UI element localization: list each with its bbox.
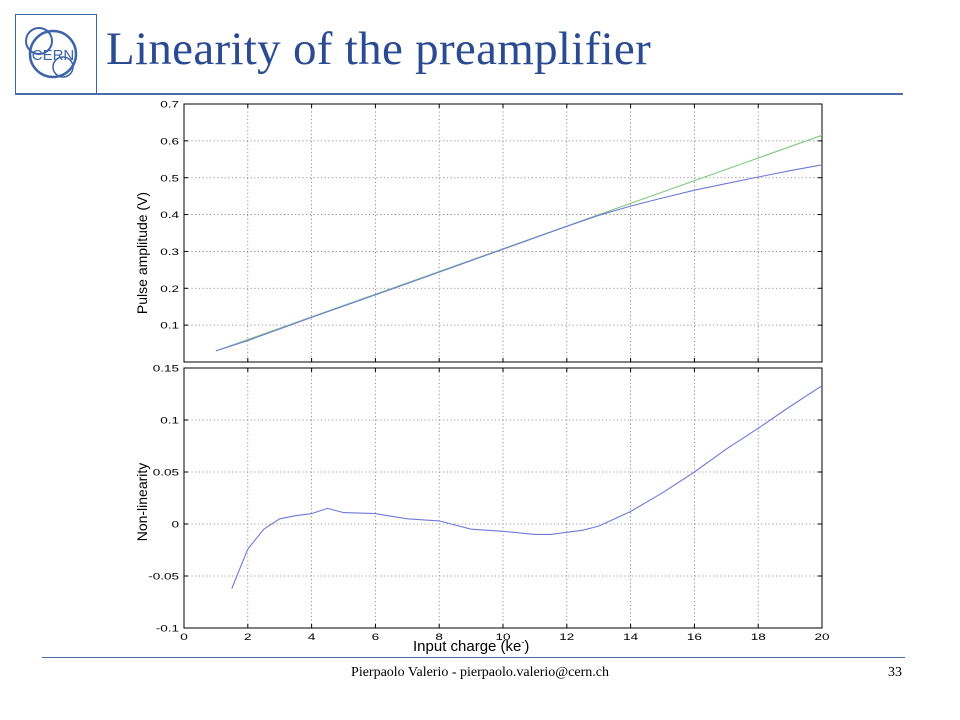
y-tick-label: 0.4 xyxy=(160,211,179,220)
series-line-non-linearity xyxy=(231,385,823,589)
y-axis-label-non-linearity: Non-linearity xyxy=(134,462,150,542)
x-tick-label: 0 xyxy=(180,633,188,642)
non-linearity-panel: 0 2 4 6 8 10 12 14 16 18 20 -0.1 -0.05 0 0.05 0.1 0.15 xyxy=(148,365,829,643)
x-tick-label: 14 xyxy=(623,633,639,642)
y-tick-label: -0.05 xyxy=(148,573,179,582)
x-tick-label: 4 xyxy=(308,633,316,642)
x-tick-label: 2 xyxy=(244,633,252,642)
y-tick-label: 0 xyxy=(171,521,179,530)
y-tick-label: 0.2 xyxy=(160,285,179,294)
y-tick-label: 0.05 xyxy=(153,469,179,478)
pulse-amplitude-panel: 0.1 0.2 0.3 0.4 0.5 0.6 0.7 xyxy=(160,101,823,363)
x-tick-label: 6 xyxy=(372,633,380,642)
y-tick-label: 0.6 xyxy=(160,137,179,146)
y-tick-label: 0.15 xyxy=(153,365,179,374)
linearity-chart: 0.1 0.2 0.3 0.4 0.5 0.6 0.7 0 2 4 6 8 10 12 14 16 18 20 -… xyxy=(148,101,829,643)
x-tick-label: 16 xyxy=(687,633,702,642)
y-tick-label: 0.5 xyxy=(160,174,179,183)
y-tick-label: 0.1 xyxy=(160,322,179,331)
x-tick-label: 12 xyxy=(559,633,574,642)
series-line-measured xyxy=(215,164,823,352)
y-tick-label: 0.3 xyxy=(160,248,179,257)
cern-logo: CERN xyxy=(14,13,98,96)
x-tick-label: 20 xyxy=(814,633,829,642)
cern-logo-text: CERN xyxy=(32,47,75,64)
x-tick-label: 18 xyxy=(751,633,766,642)
x-tick-label: 8 xyxy=(435,633,443,642)
x-tick-label: 10 xyxy=(495,633,510,642)
y-axis-label-pulse-amplitude: Pulse amplitude (V) xyxy=(134,191,150,315)
x-axis-label: Input charge (ke-) xyxy=(413,637,530,655)
footer-author: Pierpaolo Valerio - pierpaolo.valerio@ce… xyxy=(351,665,609,680)
y-tick-label: 0.1 xyxy=(160,417,179,426)
y-tick-label: -0.1 xyxy=(156,625,179,634)
page-title: Linearity of the preamplifier xyxy=(106,23,652,75)
footer-divider xyxy=(42,657,905,658)
page-number: 33 xyxy=(888,665,902,680)
title-divider xyxy=(15,93,903,95)
y-tick-label: 0.7 xyxy=(160,101,179,110)
